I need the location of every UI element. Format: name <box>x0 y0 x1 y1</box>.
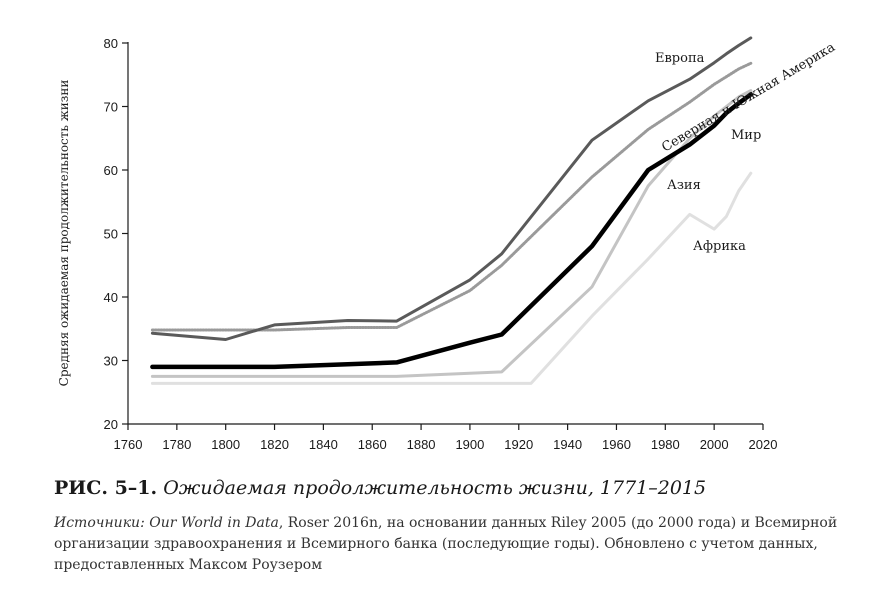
x-tick-label: 1820 <box>260 437 289 452</box>
series-line-4 <box>150 171 753 385</box>
life-expectancy-chart: 20 30 40 50 60 70 80 1760 1780 1800 1820 1840 1860 18… <box>57 36 838 452</box>
x-tick-label: 1920 <box>504 437 533 452</box>
series-line-3 <box>150 89 753 378</box>
figure-number: РИС. 5–1. <box>54 477 158 499</box>
axes: 20 30 40 50 60 70 80 1760 1780 1800 1820 1840 1860 18… <box>57 36 777 452</box>
x-tick-label: 1880 <box>407 437 436 452</box>
x-tick-label: 1780 <box>162 437 191 452</box>
y-tick-label: 20 <box>104 417 118 432</box>
series-label-2: Мир <box>731 128 761 143</box>
series-group <box>150 36 754 385</box>
y-tick-label: 80 <box>104 36 118 51</box>
series-line-2 <box>150 92 754 370</box>
x-tick-label: 1800 <box>211 437 240 452</box>
y-tick-label: 70 <box>104 100 118 115</box>
sources-note: Источники: Our World in Data, Roser 2016… <box>54 513 854 576</box>
sources-name: Our World in Data <box>149 515 279 531</box>
sources-text: , Roser 2016n, на основании данных Riley… <box>54 515 838 573</box>
series-label-0: Европа <box>655 51 705 66</box>
x-tick-label: 1860 <box>358 437 387 452</box>
x-tick-label: 1960 <box>602 437 631 452</box>
x-tick-label: 2000 <box>700 437 729 452</box>
series-line-0 <box>150 36 753 341</box>
sources-label: Источники: <box>54 515 145 531</box>
x-tick-label: 1940 <box>553 437 582 452</box>
y-tick-label: 50 <box>104 227 118 242</box>
series-label-3: Азия <box>667 178 701 193</box>
y-tick-label: 30 <box>104 354 118 369</box>
y-tick-label: 40 <box>104 290 118 305</box>
figure-title: Ожидаемая продолжительность жизни, 1771–… <box>163 477 707 499</box>
y-tick-label: 60 <box>104 163 118 178</box>
y-axis-label: Средняя ожидаемая продолжительность жизн… <box>57 80 71 387</box>
series-label-4: Африка <box>693 239 746 254</box>
x-tick-label: 1900 <box>455 437 484 452</box>
series-line-1 <box>150 61 753 332</box>
x-tick-label: 1840 <box>309 437 338 452</box>
x-tick-label: 1760 <box>114 437 143 452</box>
x-tick-label: 2020 <box>749 437 778 452</box>
x-tick-label: 1980 <box>651 437 680 452</box>
figure-caption: РИС. 5–1. Ожидаемая продолжительность жи… <box>54 477 854 499</box>
